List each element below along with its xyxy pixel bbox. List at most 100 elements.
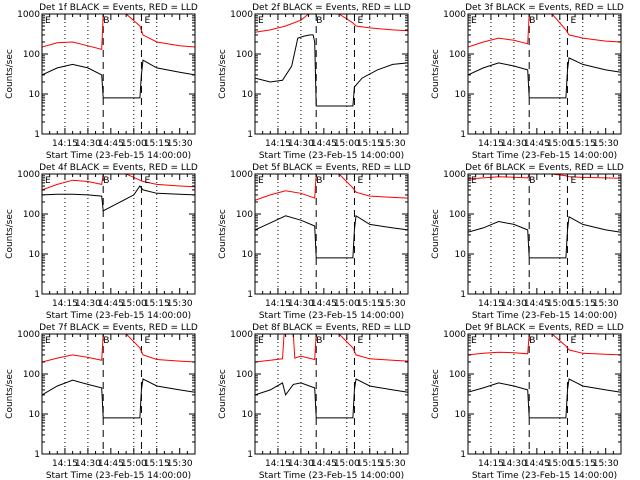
x-tick-label: 14:15 (265, 139, 291, 149)
y-tick-label: 10 (242, 410, 254, 420)
interval-marker-e: E (145, 176, 151, 186)
y-tick-label: 100 (236, 50, 253, 60)
x-tick-label: 14:30 (288, 299, 314, 309)
x-tick-label: 14:30 (75, 459, 101, 469)
x-tick-label: 14:15 (52, 139, 78, 149)
x-tick-label: 15:15 (144, 139, 170, 149)
y-tick-label: 10 (242, 250, 254, 260)
chart-title: Det 3f BLACK = Events, RED = LLD (465, 3, 624, 13)
x-tick-label: 14:15 (52, 459, 78, 469)
y-tick-label: 100 (236, 210, 253, 220)
x-tick-label: 15:30 (167, 459, 193, 469)
x-tick-label: 14:30 (501, 139, 527, 149)
y-tick-label: 10 (29, 90, 41, 100)
y-tick-label: 10 (455, 250, 467, 260)
x-tick-label: 15:00 (547, 459, 573, 469)
y-tick-label: 100 (23, 370, 40, 380)
chart-panel-3: Det 3f BLACK = Events, RED = LLD Counts/s… (431, 3, 624, 161)
y-tick-label: 1000 (17, 10, 40, 20)
y-axis-label: Counts/sec (431, 369, 441, 419)
y-tick-label: 10 (455, 410, 467, 420)
chart-title: Det 1f BLACK = Events, RED = LLD (39, 3, 198, 13)
chart-panel-2: Det 2f BLACK = Events, RED = LLD Counts/s… (218, 3, 411, 161)
y-axis-label: Counts/sec (218, 49, 228, 99)
events-series-line (255, 378, 408, 419)
interval-marker-e: E (258, 336, 264, 346)
interval-marker-b: B (103, 336, 109, 346)
y-tick-label: 10 (29, 410, 41, 420)
chart-panel-8: Det 8f BLACK = Events, RED = LLD Counts/s… (218, 323, 411, 480)
interval-marker-b: B (316, 176, 322, 186)
interval-marker-e: E (145, 336, 151, 346)
interval-marker-e: E (571, 176, 577, 186)
x-tick-label: 15:00 (334, 139, 360, 149)
x-tick-label: 15:30 (167, 299, 193, 309)
x-tick-label: 15:00 (334, 299, 360, 309)
x-tick-label: 14:45 (98, 459, 124, 469)
events-series-line (468, 216, 621, 259)
y-tick-label: 100 (449, 210, 466, 220)
x-axis-label: Start Time (23-Feb-15 14:00:00) (46, 151, 191, 161)
x-axis-label: Start Time (23-Feb-15 14:00:00) (46, 471, 191, 480)
y-tick-label: 1000 (17, 170, 40, 180)
lld-series-line (255, 14, 408, 33)
chart-title: Det 8f BLACK = Events, RED = LLD (252, 323, 411, 333)
events-series-line (42, 59, 195, 99)
interval-marker-b: B (529, 176, 535, 186)
chart-title: Det 6f BLACK = Events, RED = LLD (465, 163, 624, 173)
x-tick-label: 14:45 (311, 299, 337, 309)
x-tick-label: 14:45 (98, 299, 124, 309)
interval-marker-e: E (358, 176, 364, 186)
lld-series-line (42, 14, 195, 51)
chart-panel-5: Det 5f BLACK = Events, RED = LLD Counts/s… (218, 163, 411, 321)
chart-panel-7: Det 7f BLACK = Events, RED = LLD Counts/s… (5, 323, 198, 480)
interval-marker-e: E (571, 16, 577, 26)
x-axis-label: Start Time (23-Feb-15 14:00:00) (259, 151, 404, 161)
x-tick-label: 14:15 (478, 299, 504, 309)
y-tick-label: 1 (247, 130, 253, 140)
x-axis-label: Start Time (23-Feb-15 14:00:00) (472, 471, 617, 480)
events-series-line (42, 185, 195, 212)
x-tick-label: 14:15 (265, 459, 291, 469)
y-tick-label: 1 (460, 450, 466, 460)
interval-marker-e: E (471, 176, 477, 186)
x-tick-label: 14:45 (98, 139, 124, 149)
lld-series-line (255, 174, 408, 201)
events-series-line (255, 214, 408, 259)
x-axis-label: Start Time (23-Feb-15 14:00:00) (472, 151, 617, 161)
chart-title: Det 5f BLACK = Events, RED = LLD (252, 163, 411, 173)
x-tick-label: 15:15 (570, 299, 596, 309)
y-axis-label: Counts/sec (218, 209, 228, 259)
interval-marker-e: E (145, 16, 151, 26)
y-tick-label: 1 (34, 450, 40, 460)
interval-marker-e: E (45, 16, 51, 26)
interval-marker-e: E (45, 336, 51, 346)
y-tick-label: 1000 (17, 330, 40, 340)
y-axis-label: Counts/sec (5, 49, 15, 99)
interval-marker-e: E (471, 16, 477, 26)
chart-panel-6: Det 6f BLACK = Events, RED = LLD Counts/s… (431, 163, 624, 321)
y-tick-label: 1000 (443, 10, 466, 20)
x-axis-label: Start Time (23-Feb-15 14:00:00) (472, 311, 617, 321)
y-axis-label: Counts/sec (5, 209, 15, 259)
x-axis-label: Start Time (23-Feb-15 14:00:00) (46, 311, 191, 321)
y-axis-label: Counts/sec (431, 49, 441, 99)
x-tick-label: 15:30 (593, 299, 619, 309)
x-tick-label: 15:15 (357, 459, 383, 469)
events-series-line (468, 57, 621, 99)
chart-title: Det 9f BLACK = Events, RED = LLD (465, 323, 624, 333)
y-tick-label: 1 (34, 130, 40, 140)
y-tick-label: 1 (247, 290, 253, 300)
y-tick-label: 100 (449, 50, 466, 60)
interval-marker-e: E (471, 336, 477, 346)
chart-panel-4: Det 4f BLACK = Events, RED = LLD Counts/s… (5, 163, 198, 321)
x-axis-label: Start Time (23-Feb-15 14:00:00) (259, 311, 404, 321)
chart-title: Det 2f BLACK = Events, RED = LLD (252, 3, 411, 13)
x-tick-label: 14:45 (524, 139, 550, 149)
x-tick-label: 14:30 (501, 459, 527, 469)
interval-marker-b: B (316, 16, 322, 26)
y-tick-label: 100 (449, 370, 466, 380)
lld-series-line (255, 334, 408, 363)
y-tick-label: 1 (34, 290, 40, 300)
